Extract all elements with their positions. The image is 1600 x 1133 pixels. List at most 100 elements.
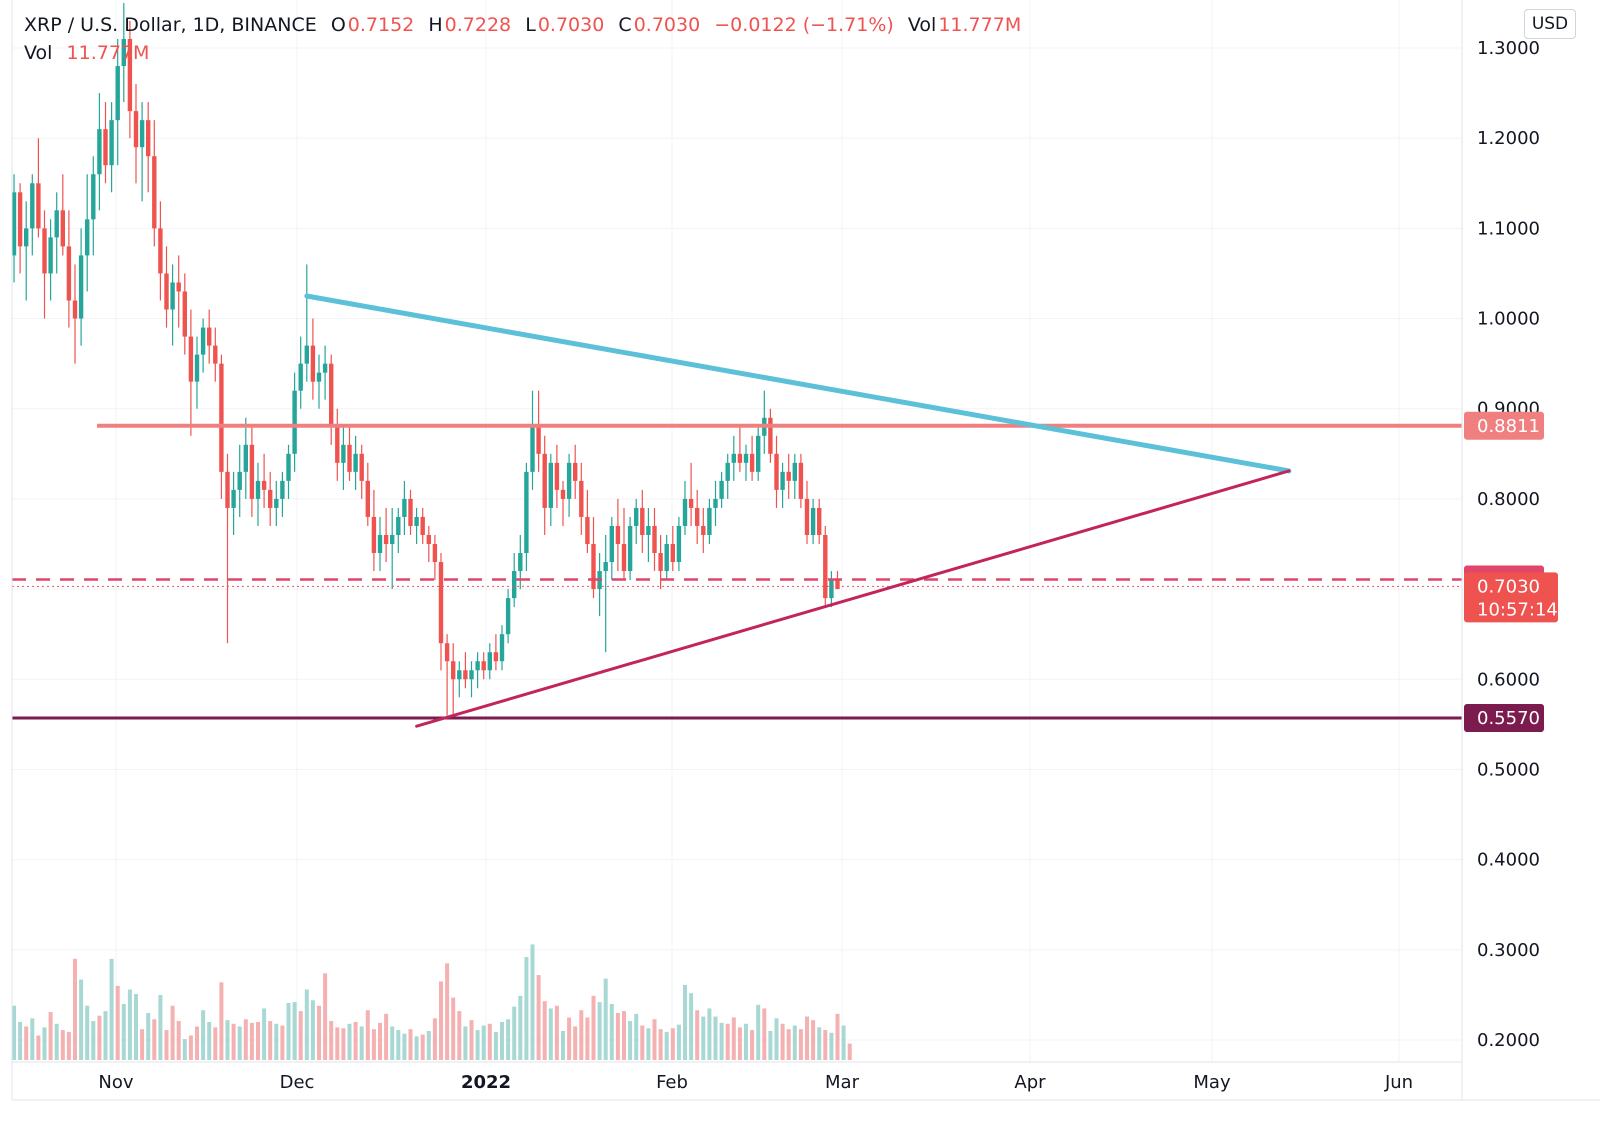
candle-body: [292, 390, 297, 454]
candle-body: [627, 525, 633, 572]
volume-bar: [359, 1026, 364, 1060]
candle-body: [688, 498, 694, 508]
volume-bar: [469, 1020, 474, 1060]
volume-bar: [609, 1003, 614, 1060]
volume-bar: [524, 957, 529, 1060]
volume-bar: [292, 1002, 297, 1060]
volume-bar: [652, 1019, 657, 1060]
symbol-title[interactable]: XRP / U.S. Dollar, 1D, BINANCE: [24, 14, 317, 36]
volume-bar: [408, 1029, 413, 1060]
volume-bar: [207, 1021, 212, 1060]
candle-body: [274, 498, 279, 508]
volume-bar: [18, 1021, 23, 1060]
volume-bar: [225, 1020, 230, 1060]
volume-bar: [493, 1031, 498, 1060]
volume-bar: [30, 1018, 35, 1060]
volume-bar: [841, 1025, 846, 1060]
volume-bar: [66, 1031, 71, 1060]
candle-body: [72, 300, 78, 319]
candle-body: [255, 480, 261, 499]
volume-legend: Vol 11.777M: [24, 42, 151, 64]
candle-body: [536, 426, 541, 454]
x-tick-label: Mar: [825, 1072, 860, 1093]
candle-body: [194, 354, 200, 382]
volume-bar: [823, 1030, 828, 1060]
volume-bar: [768, 1030, 773, 1060]
volume-bar: [512, 1006, 517, 1060]
candle-body: [560, 489, 566, 499]
candle-body: [310, 345, 316, 382]
candle-body: [524, 471, 529, 554]
volume-bar: [792, 1025, 797, 1060]
candle-body: [176, 282, 181, 292]
volume-bar: [341, 1028, 346, 1060]
candle-body: [365, 480, 370, 517]
volume-bar: [695, 1010, 700, 1060]
volume-bar: [378, 1022, 382, 1060]
candle-body: [231, 489, 236, 508]
high-value: 0.7228: [444, 14, 512, 36]
volume-bar: [36, 1035, 41, 1060]
volume-bar: [195, 1026, 199, 1060]
currency-button[interactable]: USD: [1524, 9, 1576, 39]
low-value: 0.7030: [537, 14, 605, 36]
candle-body: [725, 462, 730, 481]
candle-body: [414, 516, 419, 526]
volume-bar: [109, 958, 114, 1060]
candle-body: [261, 480, 267, 490]
candle-body: [371, 516, 377, 554]
candle-body: [316, 372, 322, 382]
current-price-tag-countdown: 10:57:14: [1477, 599, 1558, 620]
candle-body: [91, 174, 96, 220]
candle-body: [152, 156, 157, 229]
volume-bar: [146, 1012, 151, 1060]
candle-body: [457, 670, 462, 680]
volume-bar: [634, 1013, 639, 1060]
candle-body: [60, 210, 65, 247]
volume-bar: [384, 1013, 389, 1060]
volume-bar: [829, 1032, 834, 1060]
candle-body: [743, 453, 749, 463]
candle-body: [408, 498, 413, 526]
volume-bar: [304, 989, 309, 1060]
volume-bar: [353, 1021, 358, 1060]
candle-body: [817, 507, 822, 535]
volume-bar: [670, 1028, 675, 1060]
change-value: −0.0122 (−1.71%): [714, 14, 894, 36]
volume-bar: [554, 1005, 559, 1060]
volume-bar: [219, 982, 224, 1060]
candle-body: [322, 363, 328, 373]
volume-bar: [420, 1034, 425, 1060]
volume-bar: [121, 1003, 126, 1060]
volume-bar: [323, 973, 328, 1060]
volume-bar: [298, 1011, 303, 1060]
volume-bar: [158, 994, 163, 1060]
candle-body: [121, 38, 126, 67]
volume-bar: [231, 1023, 236, 1060]
candle-body: [97, 129, 102, 175]
volume-bar: [439, 981, 443, 1060]
candle-body: [329, 363, 334, 427]
volume-bar: [835, 1013, 840, 1060]
candle-body: [402, 498, 407, 517]
volume-bar: [60, 1030, 65, 1060]
candle-body: [573, 462, 578, 481]
candle-body: [701, 525, 706, 535]
volume-bar: [317, 1005, 321, 1060]
candle-body: [213, 345, 218, 364]
y-tick-label: 1.0000: [1477, 309, 1540, 330]
y-tick-label: 0.4000: [1477, 850, 1540, 871]
trendlines[interactable]: [304, 293, 1292, 728]
candle-body: [280, 480, 285, 499]
vol-label: Vol: [907, 14, 937, 36]
volume-bar: [414, 1036, 419, 1060]
volume-bar: [176, 1021, 181, 1060]
volume-bar: [54, 1023, 59, 1060]
candle-body: [749, 453, 755, 472]
volume-bar: [201, 1010, 206, 1060]
vol-legend-label[interactable]: Vol: [24, 42, 53, 64]
volume-bar: [628, 1021, 633, 1060]
candle-body: [731, 453, 736, 463]
